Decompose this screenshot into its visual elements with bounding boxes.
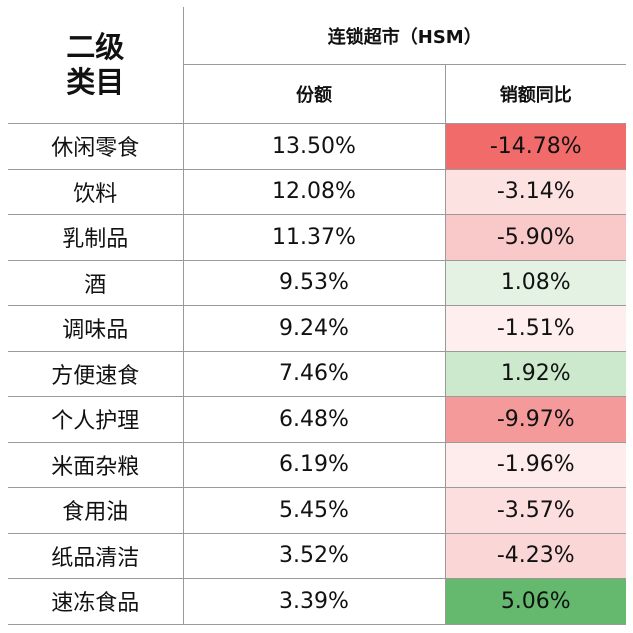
hsm-category-table: 二级 类目 连锁超市（HSM） 份额 销额同比 休闲零食 13.50% -14.78… — [8, 7, 627, 625]
yoy-cell: -1.96% — [444, 441, 627, 488]
yoy-cell: -4.23% — [444, 532, 627, 579]
table-row: 个人护理 6.48% -9.97% — [8, 396, 627, 443]
yoy-cell: 1.92% — [444, 350, 627, 397]
category-header-line-2: 类目 — [66, 65, 125, 99]
yoy-cell: -3.57% — [444, 487, 627, 534]
yoy-cell: -3.14% — [444, 168, 627, 215]
yoy-cell: -1.51% — [444, 305, 627, 352]
yoy-cell: 1.08% — [444, 259, 627, 306]
category-header: 二级 类目 — [8, 7, 184, 124]
yoy-header: 销额同比 — [444, 64, 627, 124]
share-cell: 9.24% — [182, 305, 446, 352]
share-cell: 12.08% — [182, 168, 446, 215]
category-cell: 乳制品 — [8, 214, 184, 261]
hsm-group-header: 连锁超市（HSM） — [182, 7, 627, 65]
share-cell: 9.53% — [182, 259, 446, 306]
share-cell: 6.19% — [182, 441, 446, 488]
share-header: 份额 — [182, 64, 446, 124]
share-cell: 5.45% — [182, 487, 446, 534]
share-cell: 11.37% — [182, 214, 446, 261]
category-cell: 酒 — [8, 259, 184, 306]
category-cell: 方便速食 — [8, 350, 184, 397]
table-row: 休闲零食 13.50% -14.78% — [8, 123, 627, 170]
category-cell: 速冻食品 — [8, 578, 184, 625]
share-cell: 7.46% — [182, 350, 446, 397]
yoy-cell: -9.97% — [444, 396, 627, 443]
table-row: 调味品 9.24% -1.51% — [8, 305, 627, 352]
yoy-cell: -14.78% — [444, 123, 627, 170]
table-row: 米面杂粮 6.19% -1.96% — [8, 441, 627, 488]
table-row: 食用油 5.45% -3.57% — [8, 487, 627, 534]
category-cell: 个人护理 — [8, 396, 184, 443]
yoy-cell: -5.90% — [444, 214, 627, 261]
table-row: 乳制品 11.37% -5.90% — [8, 214, 627, 261]
share-cell: 3.39% — [182, 578, 446, 625]
yoy-cell: 5.06% — [444, 578, 627, 625]
category-header-line-1: 二级 — [66, 30, 125, 64]
table-body: 休闲零食 13.50% -14.78% 饮料 12.08% -3.14% 乳制品 11.37%… — [8, 123, 627, 625]
share-cell: 13.50% — [182, 123, 446, 170]
category-cell: 米面杂粮 — [8, 441, 184, 488]
share-cell: 3.52% — [182, 532, 446, 579]
category-cell: 饮料 — [8, 168, 184, 215]
table-row: 方便速食 7.46% 1.92% — [8, 350, 627, 397]
category-cell: 纸品清洁 — [8, 532, 184, 579]
table-row: 纸品清洁 3.52% -4.23% — [8, 532, 627, 579]
category-cell: 调味品 — [8, 305, 184, 352]
category-cell: 食用油 — [8, 487, 184, 534]
table-row: 速冻食品 3.39% 5.06% — [8, 578, 627, 625]
table-row: 酒 9.53% 1.08% — [8, 259, 627, 306]
category-cell: 休闲零食 — [8, 123, 184, 170]
table-row: 饮料 12.08% -3.14% — [8, 168, 627, 215]
share-cell: 6.48% — [182, 396, 446, 443]
